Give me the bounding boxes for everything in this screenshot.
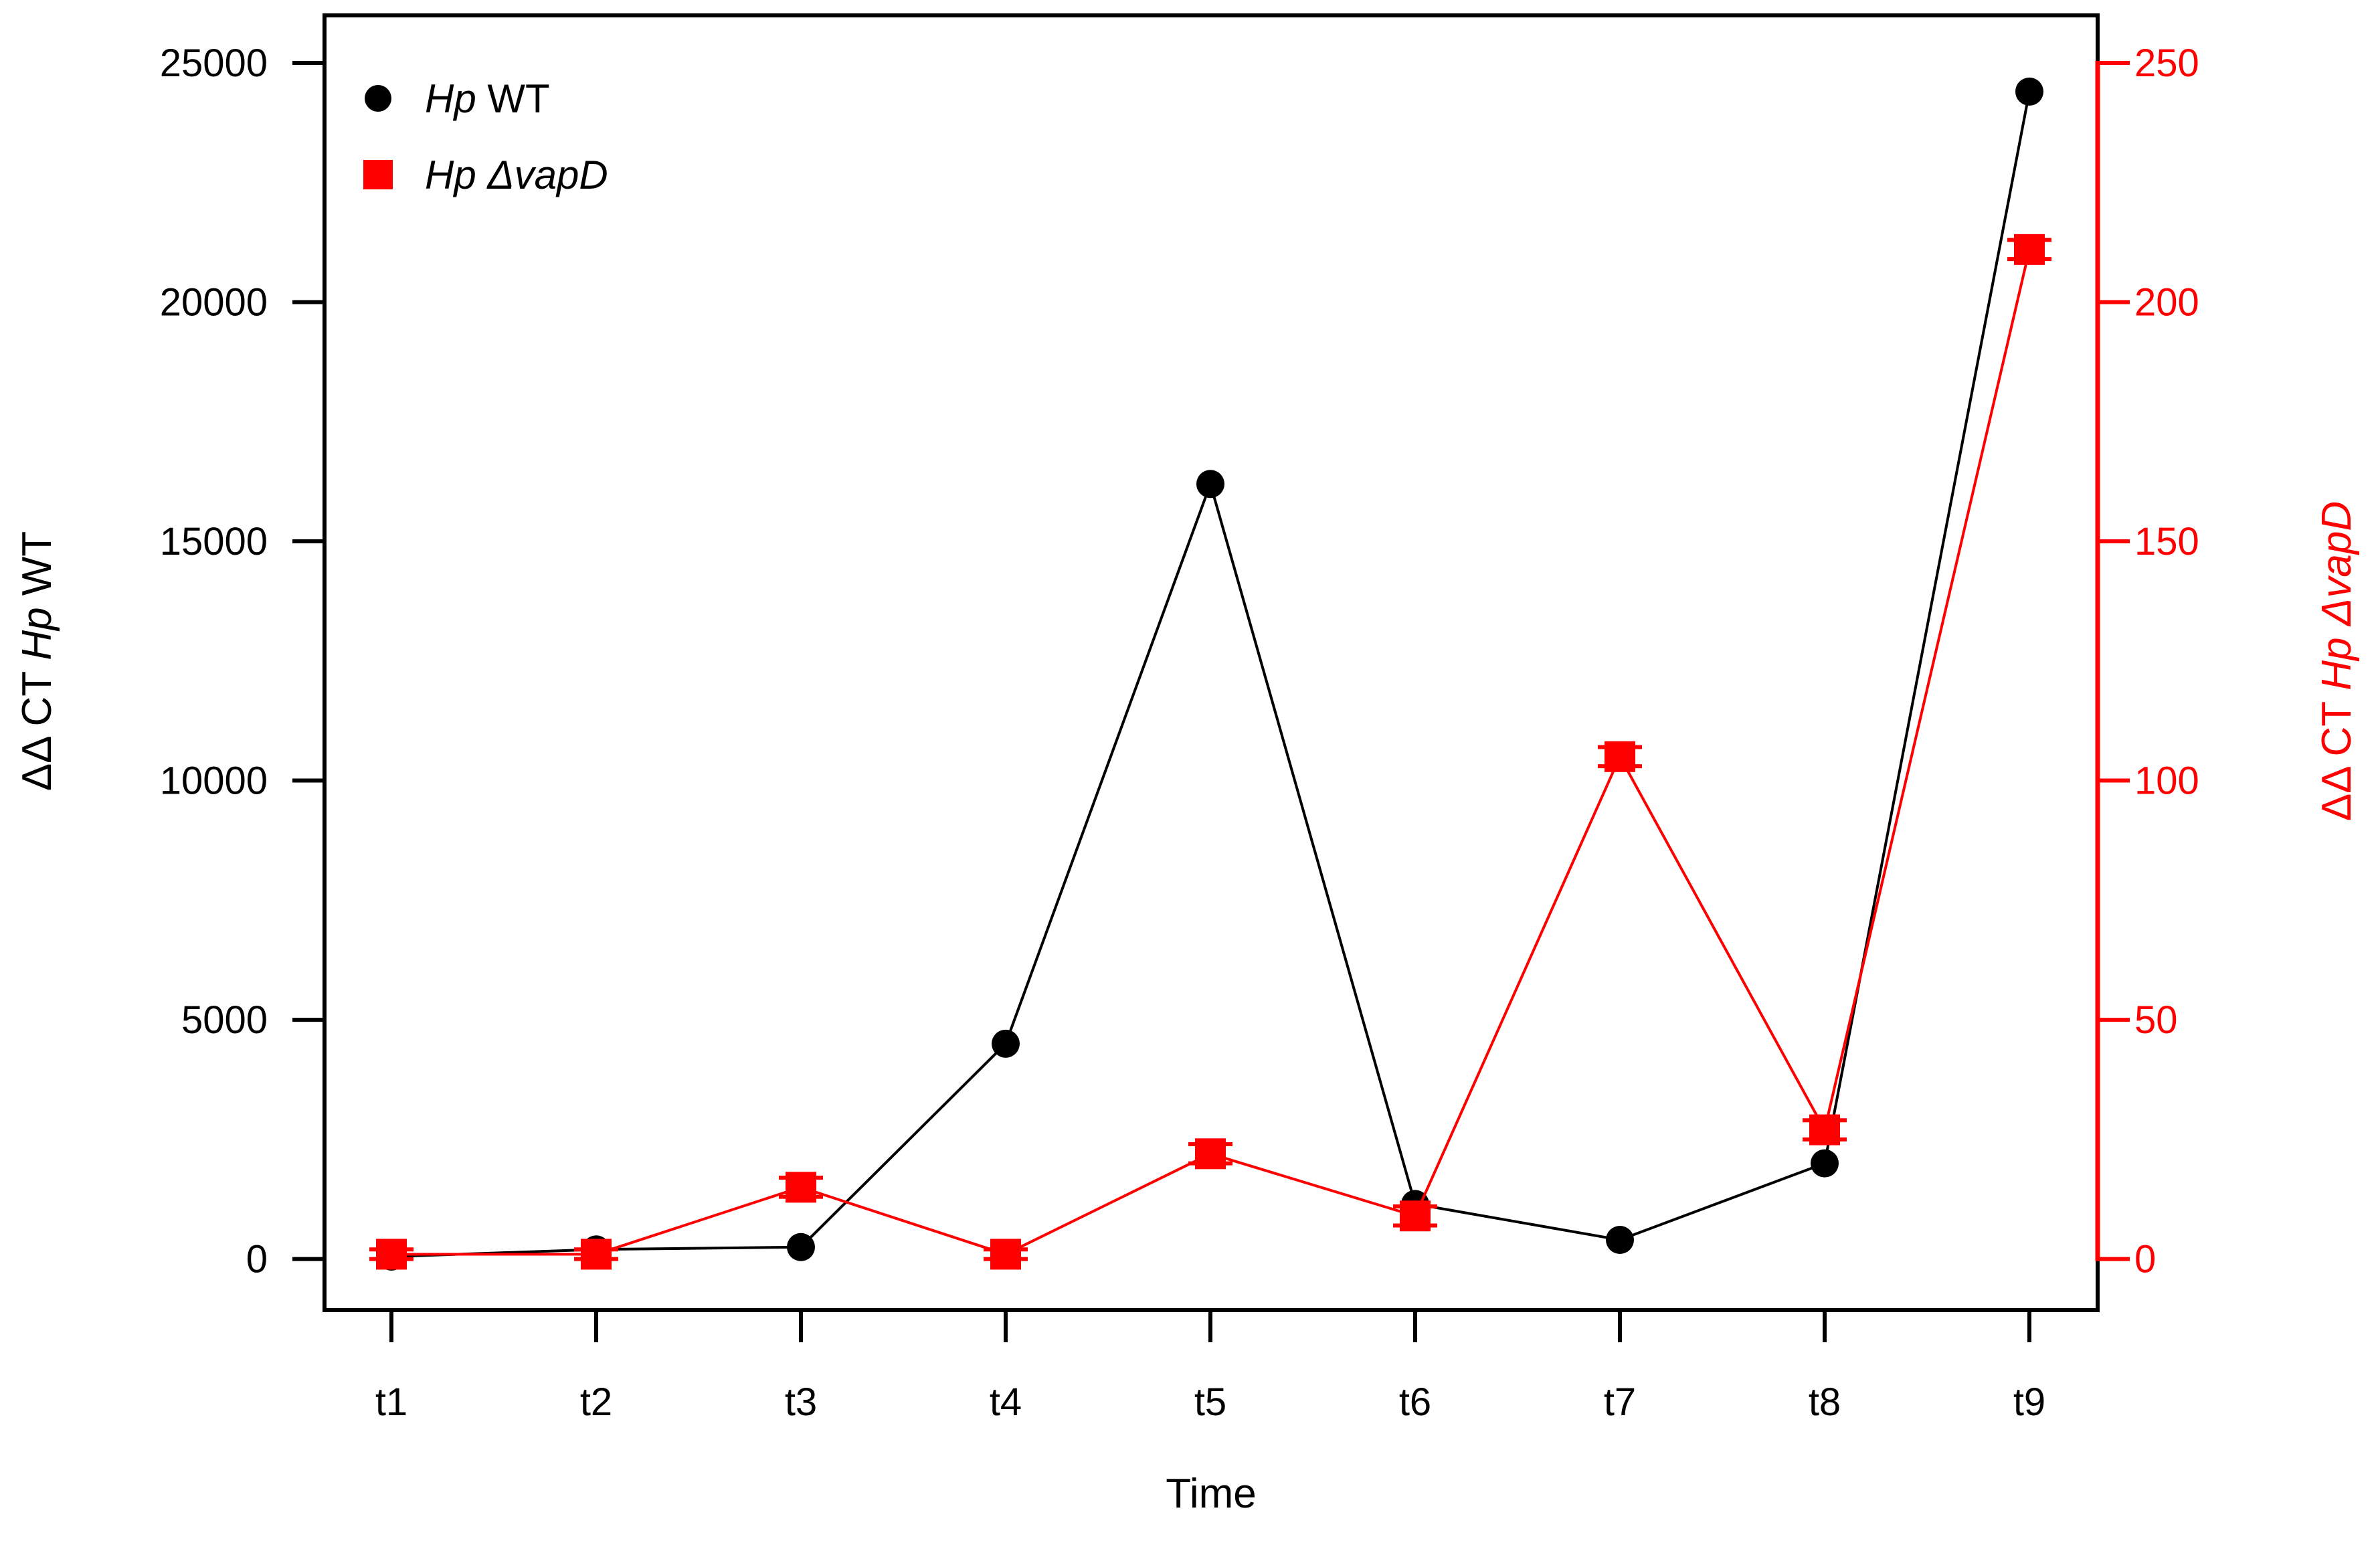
right-axis-tick-label: 250 — [2134, 41, 2199, 85]
legend-hp-wt-label: Hp WT — [425, 76, 550, 121]
series-hp-wt-line — [391, 91, 2031, 1259]
series-hp-dvapd-point — [1605, 741, 1635, 772]
left-axis-tick-label: 20000 — [160, 280, 268, 324]
left-axis-tick-label: 15000 — [160, 520, 268, 563]
legend-hp-wt-marker-icon — [365, 85, 391, 112]
right-axis-tick-label: 0 — [2134, 1237, 2156, 1281]
series-hp-dvapd-point — [581, 1239, 612, 1270]
series-hp-dvapd-line — [391, 249, 2031, 1256]
series-hp-dvapd-point — [376, 1239, 407, 1270]
series-hp-wt-point — [787, 1233, 815, 1261]
right-axis-tick-label: 200 — [2134, 280, 2199, 324]
x-axis-tick-label: t2 — [580, 1380, 612, 1424]
series-hp-wt-point — [1606, 1225, 1634, 1254]
x-axis-tick-label: t3 — [785, 1380, 817, 1424]
x-axis-tick-label: t4 — [990, 1380, 1022, 1424]
series-hp-dvapd-point — [1400, 1200, 1431, 1232]
right-axis-title: ΔΔ CT Hp ΔvapD — [2314, 501, 2360, 821]
x-axis-tick-label: t5 — [1194, 1380, 1226, 1424]
series-hp-dvapd-point — [990, 1239, 1021, 1270]
series-hp-wt-point — [2015, 77, 2043, 106]
series-hp-wt-point — [1811, 1149, 1839, 1178]
series-hp-wt-point — [992, 1029, 1020, 1058]
right-axis-tick-label: 50 — [2134, 998, 2178, 1042]
x-axis-tick-label: t6 — [1399, 1380, 1431, 1424]
legend-hp-dvapd-label: Hp ΔvapD — [425, 153, 608, 197]
legend-hp-dvapd-marker-icon — [363, 160, 393, 189]
series-hp-dvapd-point — [1195, 1138, 1226, 1170]
series-hp-dvapd-point — [2014, 234, 2045, 265]
left-axis-tick-label: 25000 — [160, 41, 268, 85]
x-axis-tick-label: t7 — [1604, 1380, 1636, 1424]
series-hp-dvapd-point — [786, 1172, 816, 1203]
right-axis-tick-label: 100 — [2134, 759, 2199, 802]
left-axis-tick-label: 10000 — [160, 759, 268, 802]
x-axis-tick-label: t1 — [375, 1380, 407, 1424]
x-axis-tick-label: t8 — [1809, 1380, 1841, 1424]
left-axis-tick-label: 5000 — [181, 998, 268, 1042]
left-axis-title: ΔΔ CT Hp WT — [14, 531, 60, 791]
right-axis-tick-label: 150 — [2134, 520, 2199, 563]
left-axis-tick-label: 0 — [246, 1237, 268, 1281]
series-hp-wt-point — [1196, 470, 1224, 498]
series-hp-dvapd-point — [1809, 1114, 1840, 1146]
x-axis-title: Time — [1166, 1471, 1256, 1517]
x-axis-tick-label: t9 — [2013, 1380, 2045, 1424]
